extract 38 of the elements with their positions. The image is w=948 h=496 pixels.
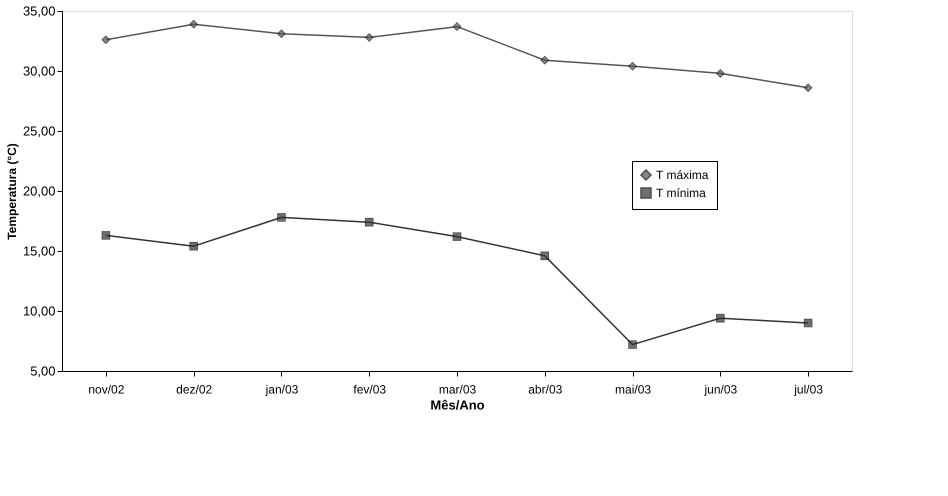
y-tick-label: 15,00 xyxy=(22,244,56,258)
point xyxy=(102,36,110,44)
y-tick-label: 10,00 xyxy=(22,304,56,318)
x-axis-title: Mês/Ano xyxy=(430,398,485,412)
point xyxy=(716,314,725,322)
y-tick-label: 5,00 xyxy=(30,364,56,378)
x-tick-label: abr/03 xyxy=(528,382,563,396)
x-tick-label: fev/03 xyxy=(353,382,386,396)
y-tick-label: 30,00 xyxy=(22,64,56,78)
point xyxy=(189,20,198,28)
point xyxy=(364,33,374,42)
x-tick-label: jul/03 xyxy=(793,382,824,396)
legend-label: T mínima xyxy=(656,186,706,200)
point xyxy=(628,340,637,349)
legend-label: T máxima xyxy=(656,168,709,182)
point xyxy=(540,56,550,64)
point xyxy=(540,252,550,260)
point xyxy=(452,232,462,241)
point xyxy=(628,62,637,70)
x-tick-label: jan/03 xyxy=(264,382,299,396)
y-tick-label: 20,00 xyxy=(22,184,56,198)
point xyxy=(804,318,812,328)
x-tick-label: mai/03 xyxy=(615,382,652,396)
point xyxy=(277,30,286,38)
point xyxy=(804,84,812,92)
point xyxy=(102,231,110,240)
point xyxy=(277,213,286,222)
point xyxy=(364,218,374,226)
x-tick-label: dez/02 xyxy=(176,382,213,396)
x-tick-label: jun/03 xyxy=(703,382,738,396)
x-tick-label: mar/03 xyxy=(438,382,476,396)
point xyxy=(716,69,725,78)
x-tick-label: nov/02 xyxy=(88,382,125,396)
y-tick-label: 35,00 xyxy=(22,4,56,18)
point xyxy=(189,242,198,250)
point xyxy=(452,22,462,31)
y-axis-title: Temperatura (°C) xyxy=(4,143,19,240)
y-tick-label: 25,00 xyxy=(22,124,56,138)
